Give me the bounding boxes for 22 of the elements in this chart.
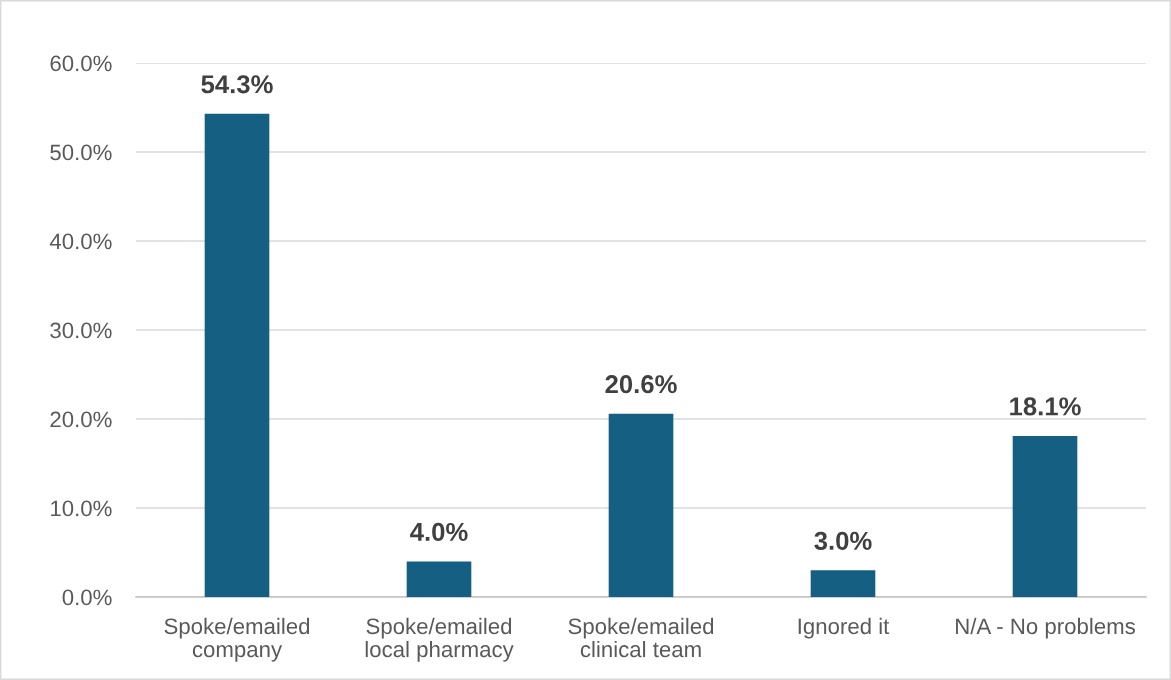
x-tick-label: Ignored it	[798, 617, 890, 639]
y-tick-label: 50.0%	[50, 144, 112, 161]
data-label: 4.0%	[410, 522, 468, 542]
bar	[608, 413, 674, 597]
x-tick-label: Spoke/emailed local pharmacy	[365, 617, 514, 662]
data-label: 54.3%	[201, 75, 273, 94]
data-label: 20.6%	[605, 375, 677, 394]
bar	[810, 570, 876, 597]
y-tick-label: 10.0%	[51, 500, 112, 517]
x-tick-label: Spoke/emailed clinical team	[568, 617, 714, 658]
bar	[204, 113, 270, 597]
bar	[406, 561, 472, 597]
y-tick-label: 20.0%	[50, 411, 112, 428]
data-label: 18.1%	[1010, 397, 1081, 416]
data-label: 3.0%	[814, 531, 872, 550]
y-tick-label: 30.0%	[50, 322, 112, 339]
x-tick-label: Spoke/emailed company	[164, 617, 310, 662]
y-tick-label: 40.0%	[49, 233, 112, 250]
y-tick-label: 60.0%	[50, 55, 112, 72]
x-tick-label: N/A - No problems	[956, 617, 1135, 639]
bar	[1012, 435, 1078, 597]
y-tick-label: 0.0%	[62, 589, 112, 606]
